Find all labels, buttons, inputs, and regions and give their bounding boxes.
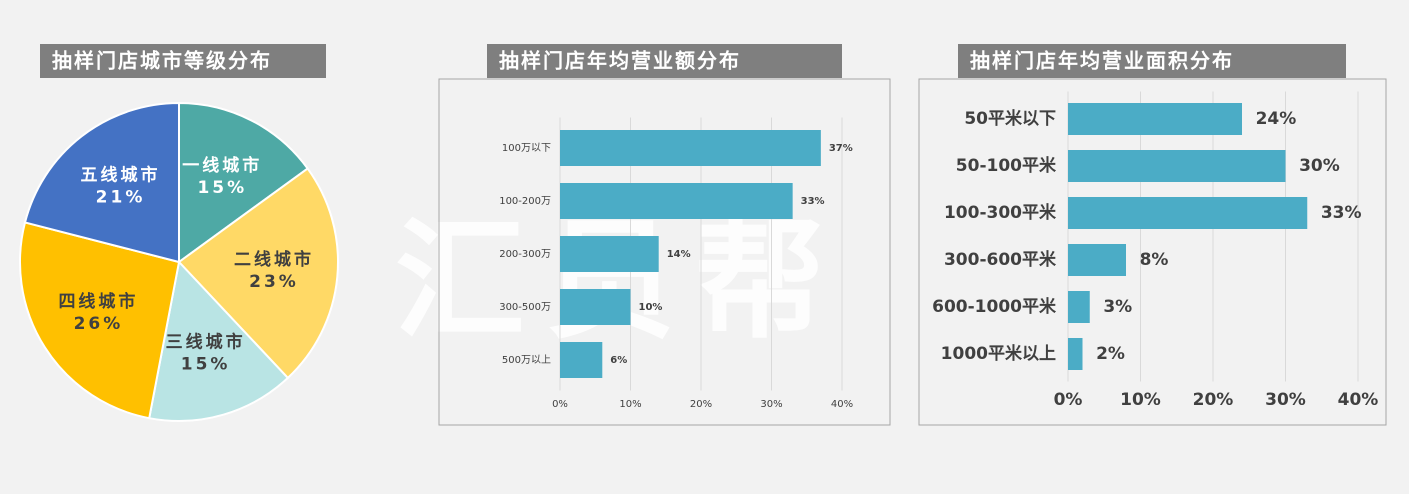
pie-slice xyxy=(23,101,180,264)
chart-title: 抽样门店年均营业面积分布 xyxy=(970,49,1234,73)
slice-value: 23% xyxy=(249,272,299,292)
slice-value: 26% xyxy=(74,314,124,334)
slice-category: 四线城市 xyxy=(58,291,138,312)
pie-slice xyxy=(178,101,310,264)
slice-category: 二线城市 xyxy=(234,249,314,270)
slice-label: 二线城市 23% xyxy=(234,249,314,292)
bar xyxy=(1068,103,1242,135)
bar xyxy=(1068,244,1126,276)
bar xyxy=(1068,150,1286,182)
y-tick-label: 500万以上 xyxy=(502,354,551,366)
x-tick-label: 20% xyxy=(690,399,712,410)
title-box xyxy=(958,44,1346,78)
data-label: 2% xyxy=(1096,344,1125,364)
data-label: 6% xyxy=(610,355,627,366)
title-box xyxy=(487,44,842,78)
bar xyxy=(560,289,631,325)
bar xyxy=(1068,338,1083,370)
slice-label: 三线城市 15% xyxy=(166,332,246,375)
bar xyxy=(1068,291,1090,323)
y-tick-label: 100-200万 xyxy=(499,196,551,207)
data-label: 14% xyxy=(667,249,691,260)
data-label: 30% xyxy=(1299,156,1340,176)
slice-value: 15% xyxy=(181,355,231,375)
bar xyxy=(560,342,603,378)
data-label: 33% xyxy=(1321,203,1362,223)
data-label: 3% xyxy=(1103,297,1132,317)
x-tick-label: 40% xyxy=(831,399,853,410)
data-label: 33% xyxy=(801,196,825,207)
data-label: 24% xyxy=(1256,109,1297,129)
slice-value: 15% xyxy=(197,178,247,198)
plot-frame xyxy=(438,78,891,426)
slice-category: 三线城市 xyxy=(166,332,246,353)
watermark: 汇员帮 xyxy=(395,205,845,357)
bar xyxy=(560,130,821,166)
x-tick-label: 40% xyxy=(1338,390,1379,410)
x-tick-label: 20% xyxy=(1193,390,1234,410)
data-label: 8% xyxy=(1140,250,1169,270)
bar xyxy=(560,236,659,272)
x-tick-label: 30% xyxy=(1265,390,1306,410)
y-tick-label: 1000平米以上 xyxy=(941,343,1056,364)
y-tick-label: 600-1000平米 xyxy=(932,296,1057,317)
y-tick-label: 200-300万 xyxy=(499,249,551,260)
bar xyxy=(560,183,793,219)
y-tick-label: 100万以下 xyxy=(502,143,551,154)
y-tick-label: 50平米以下 xyxy=(964,108,1056,129)
data-label: 37% xyxy=(829,143,853,154)
chart-title: 抽样门店城市等级分布 xyxy=(52,49,272,73)
pie-slice xyxy=(19,221,181,420)
bar xyxy=(1068,197,1308,229)
data-label: 10% xyxy=(639,302,663,313)
pie-slice xyxy=(148,259,290,422)
slice-value: 21% xyxy=(96,188,146,208)
slice-category: 一线城市 xyxy=(182,155,262,176)
plot-frame xyxy=(918,78,1387,426)
x-tick-label: 30% xyxy=(760,399,782,410)
x-tick-label: 10% xyxy=(619,399,641,410)
pie-slice xyxy=(177,167,339,380)
y-tick-label: 300-600平米 xyxy=(944,249,1057,270)
slice-label: 一线城市 15% xyxy=(182,155,262,198)
x-tick-label: 0% xyxy=(552,399,568,410)
y-tick-label: 100-300平米 xyxy=(944,202,1057,223)
slice-label: 四线城市 26% xyxy=(58,291,138,334)
title-box xyxy=(40,44,326,78)
slice-category: 五线城市 xyxy=(81,165,161,186)
x-tick-label: 10% xyxy=(1120,390,1161,410)
y-tick-label: 300-500万 xyxy=(499,302,551,313)
chart-title: 抽样门店年均营业额分布 xyxy=(499,49,741,73)
x-tick-label: 0% xyxy=(1054,390,1083,410)
slice-label: 五线城市 21% xyxy=(81,165,161,208)
y-tick-label: 50-100平米 xyxy=(956,155,1057,176)
